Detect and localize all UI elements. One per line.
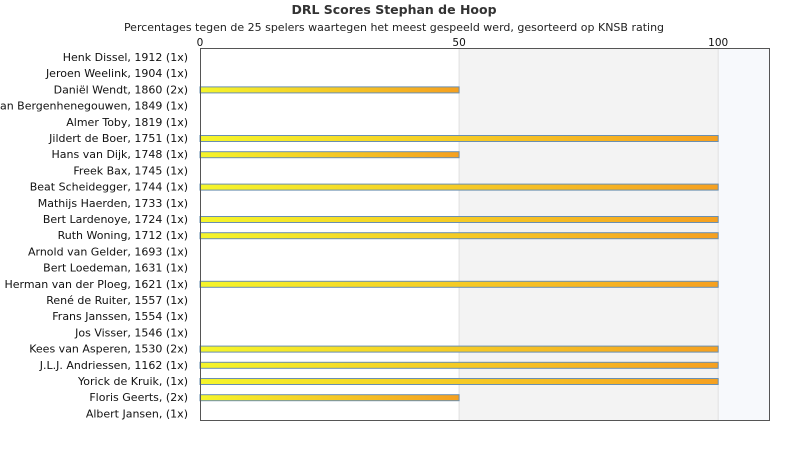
category-label: Daniël Wendt, 1860 (2x) (54, 83, 188, 96)
chart-subtitle: Percentages tegen de 25 spelers waartege… (124, 21, 664, 34)
category-label: Almer Toby, 1819 (1x) (66, 116, 188, 129)
category-label: Jos Visser, 1546 (1x) (74, 326, 188, 339)
category-label: Albert Jansen, (1x) (86, 407, 188, 420)
bar (199, 151, 460, 159)
category-label: Herman van der Ploeg, 1621 (1x) (4, 278, 188, 291)
chart-title: DRL Scores Stephan de Hoop (291, 2, 496, 17)
bar (199, 280, 719, 288)
bar (199, 394, 460, 402)
bar (199, 361, 719, 369)
category-label: Ruth Woning, 1712 (1x) (58, 229, 188, 242)
category-label: Frans Janssen, 1554 (1x) (52, 310, 188, 323)
category-label: Bert Lardenoye, 1724 (1x) (43, 213, 188, 226)
category-label: Yorick de Kruik, (1x) (77, 375, 188, 388)
x-tick-label: 0 (197, 37, 204, 49)
bar (199, 345, 719, 353)
x-tick-label: 100 (708, 37, 728, 49)
category-label: J.L.J. Andriessen, 1162 (1x) (39, 359, 188, 372)
x-tick-label: 50 (452, 37, 465, 49)
category-label: Arnold van Gelder, 1693 (1x) (28, 245, 188, 258)
category-label: Hans van Dijk, 1748 (1x) (52, 148, 188, 161)
category-label: Beat Scheidegger, 1744 (1x) (30, 181, 188, 194)
category-label: Bert Loedeman, 1631 (1x) (43, 262, 188, 275)
bar (199, 183, 719, 191)
bar (199, 378, 719, 385)
y-axis-labels: Henk Dissel, 1912 (1x) Jeroen Weelink, 19… (0, 51, 188, 420)
category-label: Freek Bax, 1745 (1x) (73, 164, 188, 177)
category-label: Floris Geerts, (2x) (89, 391, 188, 404)
category-label: van Bergenhenegouwen, 1849 (1x) (0, 100, 188, 113)
category-label: Kees van Asperen, 1530 (2x) (29, 343, 188, 356)
x-axis-ticks: 0 50 100 (197, 37, 729, 49)
plot-frame (200, 48, 770, 421)
category-label: Jeroen Weelink, 1904 (1x) (45, 67, 188, 80)
category-label: René de Ruiter, 1557 (1x) (46, 294, 188, 307)
bar (199, 86, 460, 94)
category-label: Henk Dissel, 1912 (1x) (63, 51, 188, 64)
bar (199, 216, 719, 223)
bars (199, 86, 719, 402)
bar (199, 135, 719, 142)
category-label: Mathijs Haerden, 1733 (1x) (38, 197, 188, 210)
category-label: Jildert de Boer, 1751 (1x) (48, 132, 188, 145)
plot-band (718, 48, 770, 420)
bar (199, 232, 719, 240)
